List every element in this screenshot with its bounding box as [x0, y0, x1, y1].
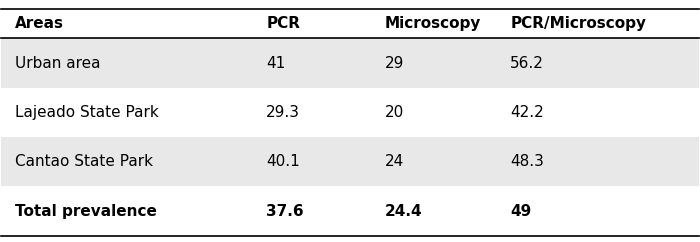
Text: Lajeado State Park: Lajeado State Park: [15, 105, 159, 120]
Text: 20: 20: [385, 105, 404, 120]
Text: 56.2: 56.2: [510, 56, 544, 71]
Text: 24.4: 24.4: [385, 204, 423, 219]
Text: PCR: PCR: [266, 16, 300, 31]
Text: 24: 24: [385, 154, 404, 169]
Text: 48.3: 48.3: [510, 154, 544, 169]
Text: 40.1: 40.1: [266, 154, 300, 169]
Text: 49: 49: [510, 204, 531, 219]
Text: 29.3: 29.3: [266, 105, 300, 120]
Text: Total prevalence: Total prevalence: [15, 204, 158, 219]
FancyBboxPatch shape: [1, 38, 699, 88]
Text: PCR/Microscopy: PCR/Microscopy: [510, 16, 646, 31]
Text: 42.2: 42.2: [510, 105, 544, 120]
Text: 37.6: 37.6: [266, 204, 304, 219]
Text: Urban area: Urban area: [15, 56, 101, 71]
FancyBboxPatch shape: [1, 137, 699, 187]
Text: 29: 29: [385, 56, 404, 71]
Text: Cantao State Park: Cantao State Park: [15, 154, 153, 169]
Text: Areas: Areas: [15, 16, 64, 31]
Text: 41: 41: [266, 56, 286, 71]
Text: Microscopy: Microscopy: [385, 16, 481, 31]
